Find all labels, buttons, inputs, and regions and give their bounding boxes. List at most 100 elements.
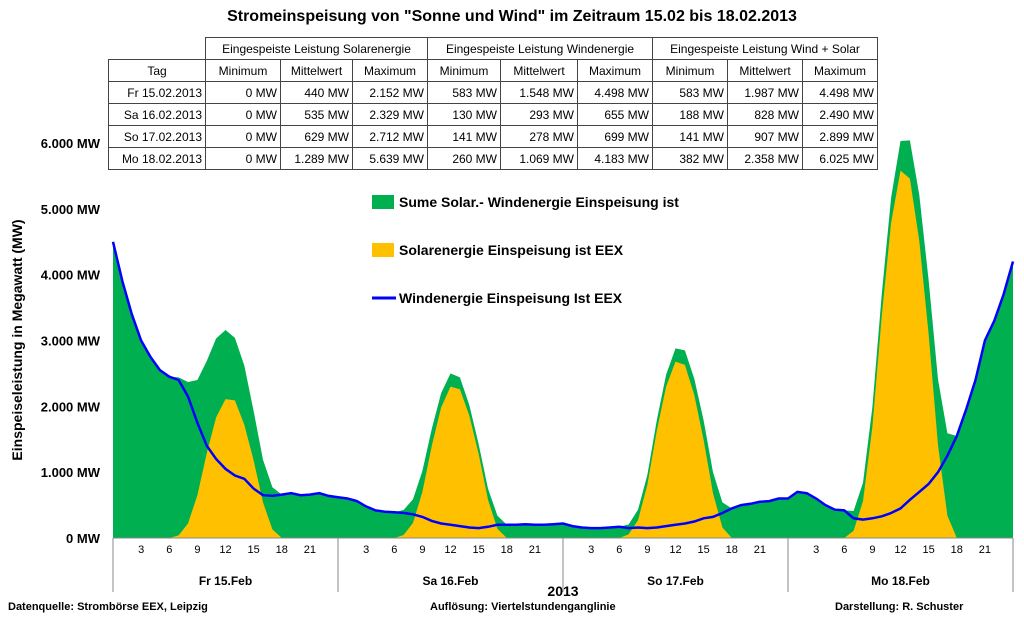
- hour-tick-label: 6: [391, 544, 397, 556]
- table-cell: 699 MW: [577, 125, 653, 148]
- table-cell: 260 MW: [427, 147, 501, 170]
- table-cell: 0 MW: [205, 125, 281, 148]
- hour-tick-label: 21: [979, 544, 991, 556]
- table-cell: 1.548 MW: [500, 81, 578, 104]
- day-label: Fr 15.Feb: [199, 574, 252, 588]
- table-cell: 440 MW: [280, 81, 353, 104]
- table-cell: 535 MW: [280, 103, 353, 126]
- hour-tick-label: 18: [501, 544, 513, 556]
- y-tick-label: 1.000 MW: [41, 465, 101, 480]
- table-header: Maximum: [802, 59, 878, 82]
- table-cell: 2.490 MW: [802, 103, 878, 126]
- hour-tick-label: 21: [529, 544, 541, 556]
- table-cell: 1.069 MW: [500, 147, 578, 170]
- table-cell: 4.498 MW: [577, 81, 653, 104]
- table-header: Mittelwert: [280, 59, 353, 82]
- table-cell: 141 MW: [652, 125, 728, 148]
- hour-tick-label: 9: [419, 544, 425, 556]
- table-cell: Fr 15.02.2013: [108, 81, 206, 104]
- table-cell: 278 MW: [500, 125, 578, 148]
- hour-tick-label: 3: [588, 544, 594, 556]
- table-header: Mittelwert: [727, 59, 803, 82]
- hour-tick-label: 12: [444, 544, 456, 556]
- table-header: Maximum: [352, 59, 428, 82]
- table-cell: 0 MW: [205, 103, 281, 126]
- day-label: So 17.Feb: [647, 574, 704, 588]
- table-header: Maximum: [577, 59, 653, 82]
- hour-tick-label: 12: [894, 544, 906, 556]
- table-cell: 583 MW: [652, 81, 728, 104]
- legend-label: Solarenergie Einspeisung ist EEX: [399, 242, 624, 258]
- legend-swatch: [372, 243, 394, 257]
- y-tick-label: 3.000 MW: [41, 334, 101, 349]
- hour-tick-label: 9: [869, 544, 875, 556]
- table-cell: 382 MW: [652, 147, 728, 170]
- hour-tick-label: 18: [951, 544, 963, 556]
- table-cell: 4.183 MW: [577, 147, 653, 170]
- table-cell: 828 MW: [727, 103, 803, 126]
- table-header: Minimum: [652, 59, 728, 82]
- table-cell: 6.025 MW: [802, 147, 878, 170]
- hour-tick-label: 21: [304, 544, 316, 556]
- table-cell: 5.639 MW: [352, 147, 428, 170]
- hour-tick-label: 3: [138, 544, 144, 556]
- table-header-row: Tag Minimum Mittelwert Maximum Minimum Mittel…: [108, 59, 878, 82]
- table-cell: 583 MW: [427, 81, 501, 104]
- table-cell: So 17.02.2013: [108, 125, 206, 148]
- hour-tick-label: 21: [754, 544, 766, 556]
- hour-tick-label: 3: [363, 544, 369, 556]
- y-axis-title: Einspeiseleistung in Megawatt (MW): [9, 219, 25, 460]
- hour-tick-label: 9: [644, 544, 650, 556]
- hour-tick-label: 12: [669, 544, 681, 556]
- table-cell: Mo 18.02.2013: [108, 147, 206, 170]
- stats-table: Eingespeiste Leistung Solarenergie Einges…: [108, 37, 878, 170]
- hour-tick-label: 15: [923, 544, 935, 556]
- table-row: Sa 16.02.2013 0 MW 535 MW 2.329 MW 130 MW 293…: [108, 103, 878, 126]
- day-label: Mo 18.Feb: [871, 574, 930, 588]
- table-cell: 4.498 MW: [802, 81, 878, 104]
- table-header: Mittelwert: [500, 59, 578, 82]
- footer-resolution: Auflösung: Viertelstundenganglinie: [430, 601, 616, 613]
- table-header: Minimum: [427, 59, 501, 82]
- hour-tick-label: 9: [194, 544, 200, 556]
- hour-tick-label: 12: [219, 544, 231, 556]
- table-cell: 188 MW: [652, 103, 728, 126]
- table-row: Mo 18.02.2013 0 MW 1.289 MW 5.639 MW 260 MW 1…: [108, 147, 878, 170]
- table-cell: 1.987 MW: [727, 81, 803, 104]
- hour-tick-label: 6: [616, 544, 622, 556]
- table-cell: 1.289 MW: [280, 147, 353, 170]
- series-solar-area: [113, 170, 1013, 538]
- table-cell: Sa 16.02.2013: [108, 103, 206, 126]
- table-cell: 0 MW: [205, 147, 281, 170]
- legend-swatch: [372, 195, 394, 209]
- table-cell: 655 MW: [577, 103, 653, 126]
- table-cell: 2.152 MW: [352, 81, 428, 104]
- day-label: Sa 16.Feb: [422, 574, 478, 588]
- y-tick-label: 6.000 MW: [41, 136, 101, 151]
- y-tick-label: 4.000 MW: [41, 268, 101, 283]
- table-group-header: Eingespeiste Leistung Wind + Solar: [652, 37, 878, 60]
- hour-tick-label: 3: [813, 544, 819, 556]
- legend-label: Sume Solar.- Windenergie Einspeisung ist: [399, 194, 679, 210]
- y-tick-label: 0 MW: [66, 531, 101, 546]
- table-cell: 2.329 MW: [352, 103, 428, 126]
- table-row: Fr 15.02.2013 0 MW 440 MW 2.152 MW 583 MW 1.5…: [108, 81, 878, 104]
- table-header: Minimum: [205, 59, 281, 82]
- table-group-row: Eingespeiste Leistung Solarenergie Einges…: [108, 37, 878, 60]
- hour-tick-label: 6: [166, 544, 172, 556]
- legend-label: Windenergie Einspeisung Ist EEX: [399, 290, 623, 306]
- footer-source: Datenquelle: Strombörse EEX, Leipzig: [8, 601, 208, 613]
- table-header: Tag: [108, 59, 206, 82]
- table-cell: 907 MW: [727, 125, 803, 148]
- table-cell: 130 MW: [427, 103, 501, 126]
- table-cell: 2.712 MW: [352, 125, 428, 148]
- table-cell: 2.899 MW: [802, 125, 878, 148]
- series-wind-line: [111, 241, 1015, 530]
- footer-author: Darstellung: R. Schuster: [835, 601, 964, 613]
- table-cell: 293 MW: [500, 103, 578, 126]
- hour-tick-label: 18: [726, 544, 738, 556]
- hour-tick-label: 18: [276, 544, 288, 556]
- table-cell: 141 MW: [427, 125, 501, 148]
